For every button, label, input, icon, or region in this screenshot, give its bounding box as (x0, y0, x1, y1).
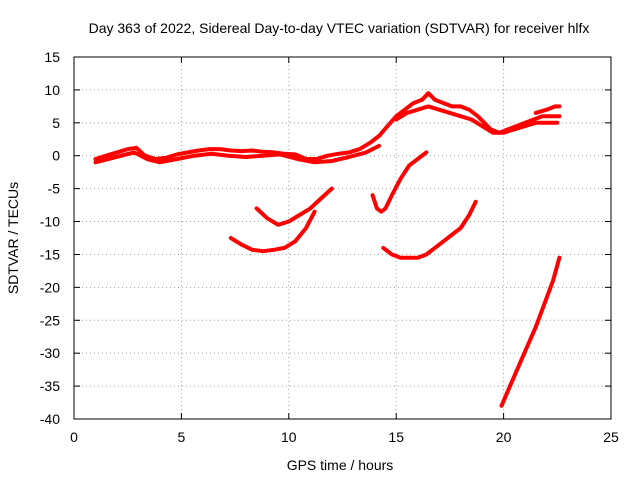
vtec-trace-3 (394, 104, 560, 135)
vtec-trace-5 (254, 186, 334, 227)
vtec-trace-8 (381, 199, 478, 260)
chart-title: Day 363 of 2022, Sidereal Day-to-day VTE… (89, 20, 590, 36)
y-tick-label: 5 (52, 115, 60, 131)
vtec-trace-9 (499, 255, 562, 408)
grid-lines (74, 57, 611, 419)
y-tick-label: -15 (40, 246, 60, 262)
x-axis-label: GPS time / hours (287, 457, 394, 473)
x-tick-label: 0 (70, 429, 78, 445)
y-tick-label: -20 (40, 279, 60, 295)
x-tick-label: 5 (178, 429, 186, 445)
y-tick-label: -5 (48, 181, 61, 197)
y-tick-label: 15 (44, 49, 60, 65)
vtec-trace-7 (370, 150, 429, 214)
y-axis-label: SDTVAR / TECUs (5, 182, 21, 294)
y-tick-label: -35 (40, 378, 60, 394)
y-tick-label: -10 (40, 214, 60, 230)
vtec-trace-1 (93, 91, 562, 161)
x-tick-label: 25 (603, 429, 619, 445)
vtec-trace-4 (533, 104, 562, 115)
vtec-trace-2 (93, 143, 381, 165)
axis-ticks: 0 5 10 15 20 25 15 10 5 0 -5 -10 -15 -20 -25 -30 -35 -40 (40, 49, 619, 445)
y-tick-label: -40 (40, 411, 60, 427)
y-tick-label: 10 (44, 82, 60, 98)
y-tick-label: -25 (40, 312, 60, 328)
x-tick-label: 20 (496, 429, 512, 445)
plot-frame (73, 56, 612, 420)
y-tick-label: 0 (52, 148, 60, 164)
vtec-trace-6 (228, 209, 317, 254)
x-tick-label: 10 (281, 429, 297, 445)
data-series-group (93, 91, 562, 408)
x-tick-label: 15 (388, 429, 404, 445)
y-tick-label: -30 (40, 345, 60, 361)
